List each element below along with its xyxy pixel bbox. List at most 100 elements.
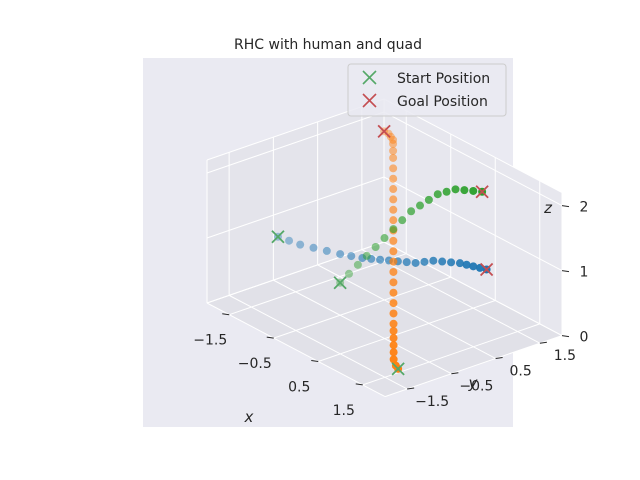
z-tick-mark [561,270,570,273]
y-tick-mark [451,372,459,375]
series-2-point [469,186,478,195]
pane-edge-3 [383,241,563,337]
series-1-point [389,135,398,144]
x-grid-floor-2 [318,300,496,362]
series-2-point [380,234,389,243]
series-0-point [420,257,429,266]
series-1-point [389,174,398,183]
y-axis-label: y [468,374,479,392]
series-1-point [389,153,398,162]
series-1-point [389,185,398,194]
series-1-point [389,216,398,225]
z-tick-mark [561,205,570,208]
series-0-point [411,258,420,267]
y-grid-floor-3 [361,249,541,344]
x-tick-mark [311,360,319,362]
series-1-point [389,205,398,214]
x-grid-floor-0 [229,253,407,316]
y-tick-label: 0.5 [509,363,531,379]
series-1-point [389,164,398,173]
pane-edge-1 [384,335,563,398]
series-2-point [416,201,424,210]
y-tick-mark [407,387,415,390]
series-2-point [451,185,460,194]
axis-labels: x y z [244,199,554,426]
series-1-point [389,236,398,245]
series-2-point [345,269,353,278]
grid-lines [206,98,563,398]
series-0-point [376,255,385,264]
y-grid-floor-2 [317,264,496,359]
z-axis-label: z [543,199,553,217]
series-0-point [322,246,331,255]
z-tick-label: 1 [580,265,589,281]
series-1-point [389,309,398,318]
goal-position-marker [377,124,391,138]
start-position-marker [391,362,405,376]
series-0-point [469,262,478,271]
x-tick-mark [355,383,363,386]
legend-start-marker [362,70,377,85]
y-tick-label: −1.5 [415,394,449,410]
series-0-point [296,240,305,249]
series-0-point [336,250,345,259]
goal-position-marker [475,185,489,199]
y-tick-label: −0.5 [459,379,493,395]
legend-goal-marker [362,93,377,108]
series-0-point [402,258,411,267]
y-tick-mark [539,341,547,344]
series-1-point [384,129,393,138]
start-position-marker [271,230,285,244]
series-2-point [353,260,362,269]
series-2-point [424,195,433,204]
z-grid-left-2 [206,111,385,174]
x-tick-label: 1.5 [333,403,355,419]
series-0-point [462,260,471,269]
series-1-point [389,247,398,256]
x-tick-label: 0.5 [288,380,310,396]
series-2-point [442,187,451,196]
data-marks [271,124,494,376]
series-0-point [309,243,318,252]
z-tick-label: 2 [580,200,589,216]
z-tick-mark [561,335,570,338]
goal-position-marker [479,262,494,277]
series-1-point [389,334,398,343]
series-1-point [389,267,398,276]
legend-box [347,63,507,117]
x-tick-mark [266,336,274,339]
y-grid-floor-1 [273,279,452,375]
series-0-point [438,257,447,266]
series-2-point [433,190,442,199]
series-2-point [407,207,416,216]
y-grid-floor-0 [228,294,408,390]
series-0-point [455,259,464,268]
series-0-point [285,236,294,245]
x-tick-label: −1.5 [193,333,227,349]
x-tick-mark [222,313,230,316]
x-axis-label: x [244,408,254,426]
series-1-point [389,146,398,155]
x-grid-floor-1 [273,276,451,339]
series-0-point [347,252,356,261]
series-1-point [389,257,398,266]
series-1-point [389,348,398,357]
chart-title: RHC with human and quad [234,37,422,53]
series-1-point [389,195,398,204]
series-0-point [429,256,438,265]
start-position-marker [333,276,347,290]
pane-edge-0 [206,302,386,398]
x-tick-label: −0.5 [238,356,272,372]
legend-start-label: Start Position [397,71,490,87]
z-grid-left-1 [206,176,385,239]
series-1-point [389,139,398,148]
z-grid-back-2 [383,111,563,207]
series-1-point [389,319,398,328]
y-tick-mark [495,356,503,359]
legend: Start Position Goal Position [347,63,507,117]
series-2-point [371,242,380,251]
series-2-point [398,216,407,225]
series-1-point [389,299,398,308]
